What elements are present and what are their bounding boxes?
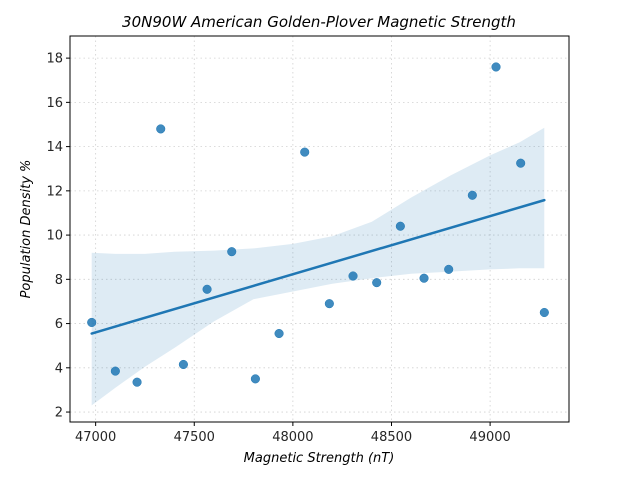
y-tick-label: 10 (46, 229, 63, 244)
y-tick-label: 18 (46, 52, 63, 67)
regression-line (90, 198, 546, 335)
x-tick-label: 47000 (75, 430, 116, 445)
data-point (491, 62, 501, 72)
regression-line-layer (90, 198, 546, 335)
data-point (324, 299, 334, 309)
x-tick-label: 48000 (272, 430, 313, 445)
data-point (395, 221, 405, 231)
y-tick-label: 16 (46, 96, 63, 111)
y-tick-label: 14 (46, 140, 63, 155)
data-point (87, 317, 97, 328)
x-tick-label: 48500 (371, 430, 412, 445)
data-point (516, 158, 526, 168)
data-point (348, 271, 358, 281)
x-axis-ticks: 47000 47500 48000 48500 49000 (75, 422, 511, 445)
x-axis-title: Magnetic Strength (nT) (244, 451, 395, 466)
plot-background (70, 36, 569, 422)
data-point (227, 247, 237, 257)
x-tick-label: 47500 (174, 430, 215, 445)
y-tick-label: 4 (55, 361, 63, 376)
data-points (87, 62, 549, 387)
plot-frame (69, 35, 570, 423)
y-tick-label: 8 (55, 273, 63, 288)
x-tick-label: 49000 (469, 430, 510, 445)
data-point (444, 264, 454, 274)
y-axis-title: Population Density % (19, 160, 34, 299)
data-point (539, 307, 549, 318)
data-point (202, 284, 212, 294)
data-point (250, 374, 260, 384)
data-point (372, 278, 382, 288)
y-tick-label: 6 (55, 317, 63, 332)
y-tick-label: 2 (55, 406, 63, 421)
data-point (467, 190, 477, 200)
data-point (156, 124, 166, 134)
y-tick-label: 12 (46, 184, 63, 199)
data-point (110, 366, 120, 376)
y-axis-ticks: 2 4 6 8 10 12 14 16 18 (46, 52, 70, 421)
chart-title: 30N90W American Golden-Plover Magnetic S… (122, 13, 516, 31)
data-point (132, 377, 142, 387)
data-point (178, 359, 188, 370)
grid-lines (70, 36, 569, 422)
data-point (419, 273, 429, 283)
data-point (300, 147, 310, 157)
data-point (274, 328, 284, 339)
